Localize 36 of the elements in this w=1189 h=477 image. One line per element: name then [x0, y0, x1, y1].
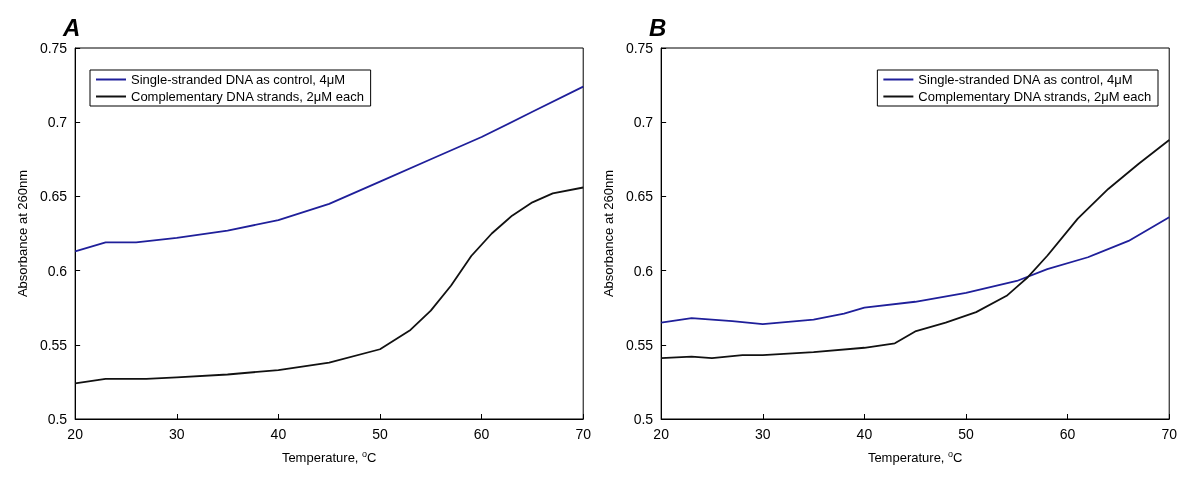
y-tick-label: 0.55 — [625, 336, 654, 353]
y-tick-label: 0.55 — [39, 336, 68, 353]
y-tick-label: 0.65 — [39, 188, 68, 205]
legend-label: Complementary DNA strands, 2μM each — [918, 89, 1152, 104]
chart-title: B — [649, 13, 667, 41]
x-tick-label: 20 — [67, 426, 84, 442]
x-tick-label: 20 — [653, 426, 670, 442]
x-tick-label: 30 — [168, 426, 185, 442]
x-tick-label: 60 — [1059, 426, 1076, 442]
legend-label: Complementary DNA strands, 2μM each — [131, 89, 364, 104]
legend-label: Single-stranded DNA as control, 4μM — [918, 72, 1133, 87]
x-tick-label: 40 — [856, 426, 873, 442]
x-tick-label: 30 — [754, 426, 771, 442]
x-tick-label: 60 — [473, 426, 490, 442]
y-tick-label: 0.6 — [47, 262, 68, 279]
legend-label: Single-stranded DNA as control, 4μM — [131, 72, 346, 87]
x-tick-label: 40 — [270, 426, 287, 442]
x-tick-label: 70 — [1161, 426, 1178, 442]
y-tick-label: 0.7 — [47, 114, 68, 131]
y-axis-title: Absorbance at 260nm — [601, 169, 616, 298]
chart-title: A — [62, 13, 81, 41]
x-tick-label: 50 — [372, 426, 388, 442]
y-tick-label: 0.65 — [625, 188, 654, 205]
y-axis-title: Absorbance at 260nm — [15, 169, 30, 298]
line-series — [74, 186, 585, 385]
x-tick-label: 70 — [575, 426, 592, 442]
y-tick-label: 0.75 — [39, 40, 68, 56]
y-tick-label: 0.7 — [633, 114, 654, 131]
y-tick-label: 0.5 — [47, 411, 68, 427]
line-series — [660, 216, 1171, 325]
line-series — [74, 85, 585, 253]
y-tick-label: 0.75 — [625, 40, 654, 56]
y-tick-label: 0.5 — [633, 411, 654, 427]
line-series — [660, 139, 1171, 360]
x-tick-label: 50 — [958, 426, 974, 442]
y-tick-label: 0.6 — [633, 262, 654, 279]
